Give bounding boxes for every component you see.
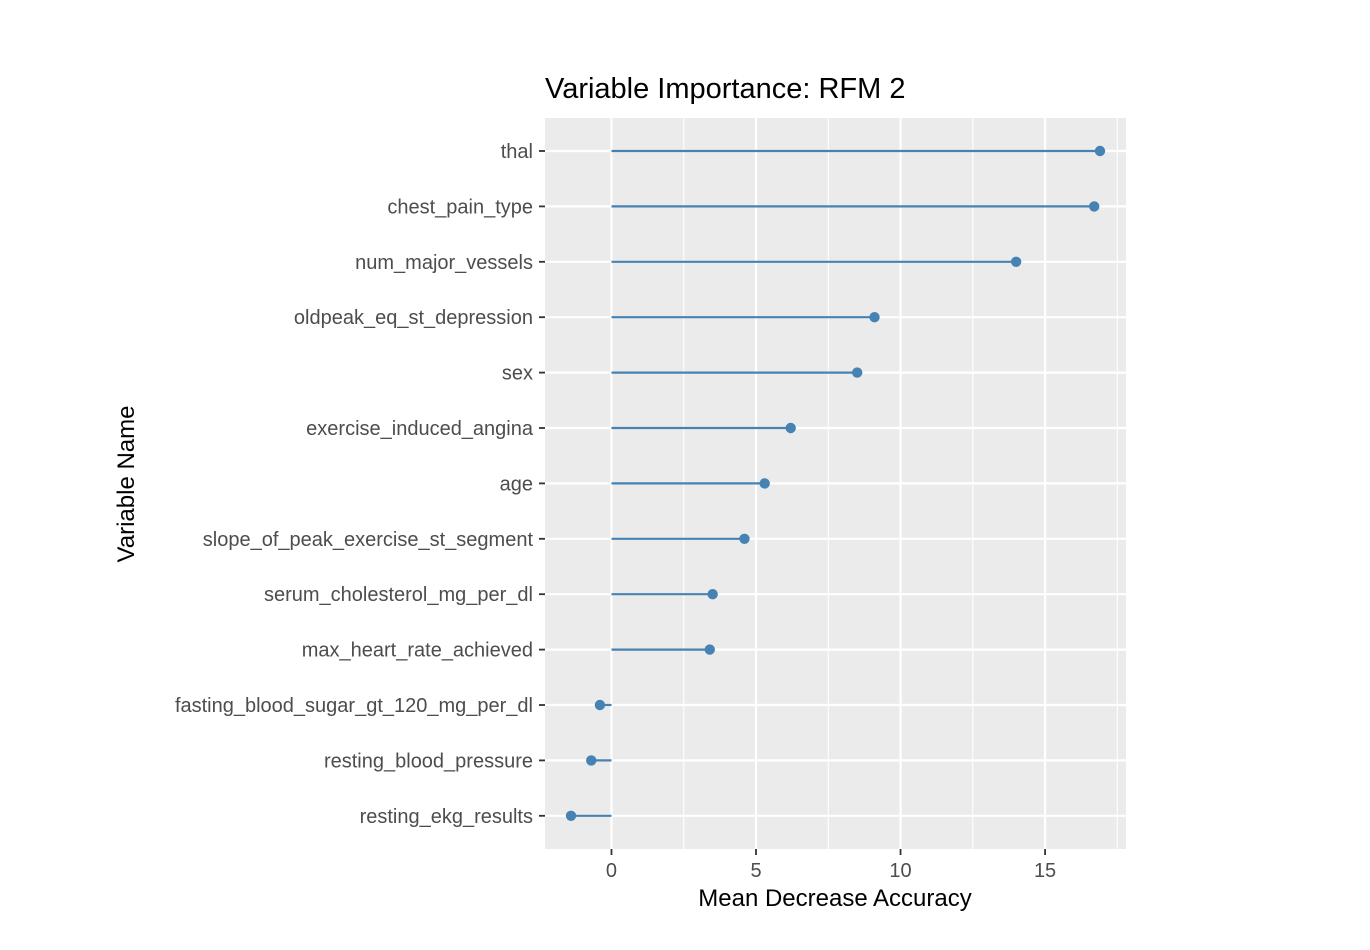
y-tick-label: resting_ekg_results xyxy=(360,806,533,828)
y-tick-label: resting_blood_pressure xyxy=(324,750,533,772)
lollipop-point xyxy=(594,699,606,711)
x-axis: 0 5 10 15 xyxy=(606,849,1056,882)
y-tick-label: exercise_induced_angina xyxy=(306,418,534,440)
x-tick-label: 0 xyxy=(606,860,617,882)
lollipop-point xyxy=(785,422,796,434)
y-tick-label: sex xyxy=(502,363,533,385)
lollipop-point xyxy=(707,589,718,600)
lollipop-point xyxy=(1010,256,1022,267)
lollipop-points xyxy=(565,145,1106,821)
lollipop-point xyxy=(586,755,597,766)
x-tick-label: 5 xyxy=(750,860,761,882)
lollipop-point xyxy=(739,533,750,544)
y-tick-label: age xyxy=(500,473,533,495)
lollipop-point xyxy=(1089,201,1100,212)
y-tick-label: serum_cholesterol_mg_per_dl xyxy=(264,584,533,606)
y-tick-label: fasting_blood_sugar_gt_120_mg_per_dl xyxy=(175,695,533,717)
x-tick-label: 15 xyxy=(1034,860,1056,882)
lollipop-point xyxy=(851,367,863,378)
y-tick-label: oldpeak_eq_st_depression xyxy=(294,307,533,329)
chart-title: Variable Importance: RFM 2 xyxy=(545,73,906,105)
lollipop-point xyxy=(1094,145,1106,157)
x-axis-title: Mean Decrease Accuracy xyxy=(698,885,971,912)
lollipop-point xyxy=(759,478,770,489)
y-axis-title: Variable Name xyxy=(113,406,140,563)
y-tick-label: chest_pain_type xyxy=(387,196,533,218)
lollipop-point xyxy=(704,644,715,655)
y-axis: thal chest_pain_type num_major_vesselsoldp… xyxy=(175,141,545,828)
y-tick-label: num_major_vessels xyxy=(355,252,533,274)
y-tick-label: thal xyxy=(501,141,533,163)
y-tick-label: max_heart_rate_achieved xyxy=(302,640,533,662)
lollipop-point xyxy=(869,312,880,323)
lollipop-point xyxy=(565,810,577,821)
x-tick-label: 10 xyxy=(889,860,911,882)
y-tick-label: slope_of_peak_exercise_st_segment xyxy=(203,529,534,551)
